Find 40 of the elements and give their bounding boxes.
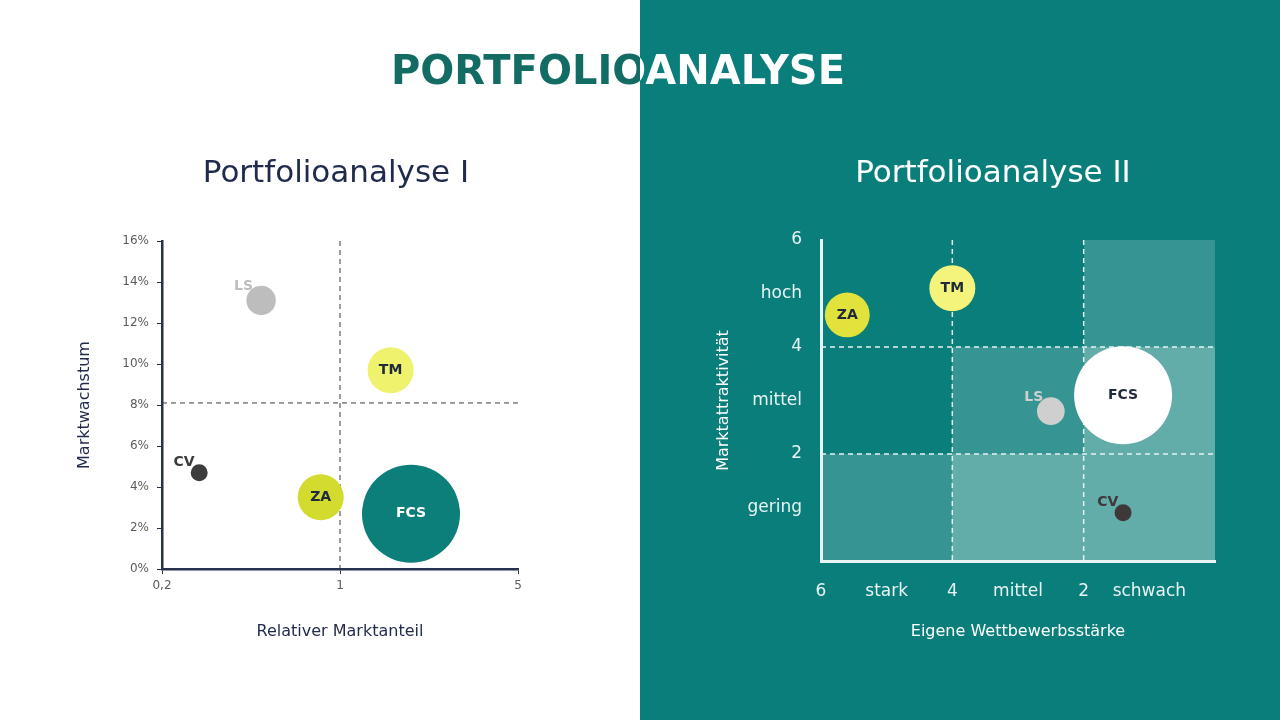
x-tick-label: 0,2 — [152, 578, 172, 593]
series-label: LS — [234, 277, 254, 294]
y-tick-label: 0% — [129, 561, 149, 576]
y-tick-label: 6 — [791, 228, 802, 249]
series-label: FCS — [1107, 385, 1139, 402]
chart-subtitle: Portfolioanalyse I — [202, 153, 470, 189]
x-tick-label: schwach — [1112, 579, 1187, 600]
series-label: LS — [1024, 388, 1044, 405]
y-tick-label: 4 — [791, 335, 802, 356]
series-label: TM — [378, 360, 403, 377]
y-tick-label: 2 — [791, 442, 802, 463]
y-tick-label: gering — [747, 495, 802, 516]
y-tick-label: 14% — [122, 274, 149, 289]
y-axis-title: Marktattraktivität — [712, 330, 732, 471]
series-label: FCS — [395, 504, 427, 521]
x-axis-title: Eigene Wettbewerbsstärke — [910, 620, 1126, 640]
series-label: TM — [940, 278, 965, 295]
x-axis-title: Relativer Marktanteil — [256, 620, 424, 640]
x-tick-label: 4 — [946, 579, 958, 600]
y-tick-label: 16% — [122, 233, 149, 248]
y-tick-label: mittel — [752, 388, 802, 409]
series-label: CV — [173, 452, 195, 469]
x-tick-label: stark — [865, 579, 909, 600]
chart-subtitle: Portfolioanalyse II — [855, 153, 1131, 189]
x-tick-label: mittel — [993, 579, 1043, 600]
y-tick-label: hoch — [760, 281, 802, 302]
y-tick-label: 10% — [122, 356, 149, 371]
series-label: CV — [1097, 492, 1119, 509]
y-tick-label: 2% — [129, 520, 149, 535]
x-tick-label: 5 — [514, 578, 522, 593]
y-tick-label: 4% — [129, 479, 149, 494]
series-label: ZA — [310, 487, 332, 504]
series-label: ZA — [836, 305, 858, 322]
y-tick-label: 6% — [129, 438, 149, 453]
y-tick-label: 12% — [122, 315, 149, 330]
y-axis-title: Marktwachstum — [73, 341, 93, 469]
y-tick-label: 8% — [129, 397, 149, 412]
x-tick-label: 6 — [815, 579, 827, 600]
x-tick-label: 2 — [1078, 579, 1090, 600]
x-tick-label: 1 — [336, 578, 344, 593]
